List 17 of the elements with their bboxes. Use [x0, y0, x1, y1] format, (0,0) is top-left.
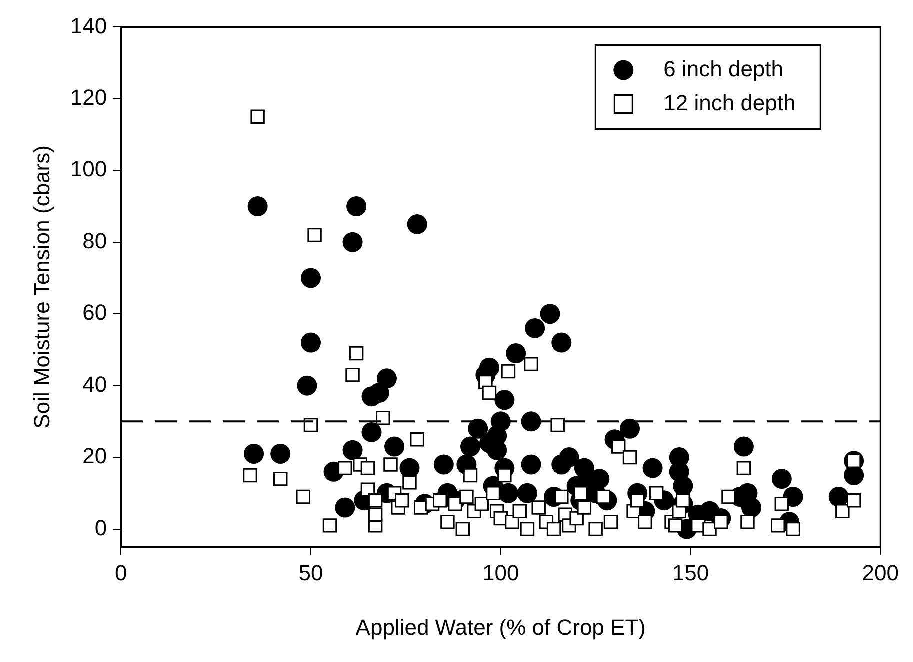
- y-tick-label: 120: [70, 84, 108, 110]
- y-tick-label: 140: [70, 13, 108, 38]
- x-tick-label: 100: [482, 560, 520, 586]
- y-tick-label: 100: [70, 156, 108, 182]
- y-tick-label: 20: [82, 444, 108, 469]
- legend-label: 6 inch depth: [664, 56, 784, 82]
- x-tick-label: 150: [672, 560, 710, 586]
- x-tick-label: 200: [862, 560, 900, 586]
- y-tick-label: 40: [82, 372, 108, 397]
- y-tick-label: 60: [82, 300, 108, 326]
- x-axis-title: Applied Water (% of Crop ET): [356, 614, 646, 640]
- y-tick-label: 0: [94, 515, 108, 540]
- x-tick-label: 50: [298, 560, 324, 586]
- y-tick-label: 80: [82, 228, 108, 254]
- legend-label: 12 inch depth: [664, 90, 796, 116]
- x-tick-label: 0: [114, 560, 128, 586]
- y-axis-title: Soil Moisture Tension (cbars): [29, 146, 54, 429]
